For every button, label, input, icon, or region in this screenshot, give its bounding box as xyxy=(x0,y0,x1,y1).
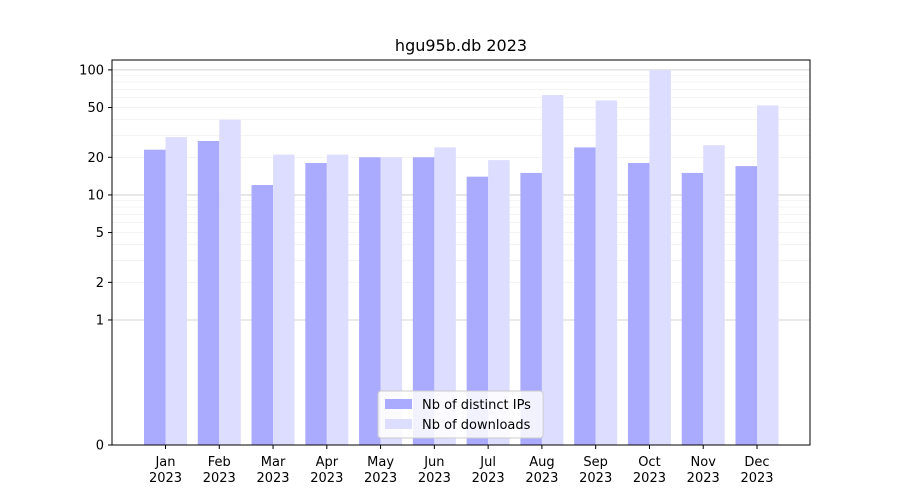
bars xyxy=(144,69,779,446)
legend-swatch xyxy=(385,419,412,429)
bar-downloads xyxy=(488,160,510,445)
bar-downloads xyxy=(757,105,779,446)
bar-downloads xyxy=(649,69,671,446)
x-tick-label: Nov 2023 xyxy=(687,455,720,486)
bar-downloads xyxy=(380,157,403,445)
y-tick-label: 50 xyxy=(87,101,104,116)
bar-distinct-ips xyxy=(627,163,650,445)
x-axis: Jan 2023 Feb 2023 Mar 2023 Apr 2023 May 2023 Jun 20… xyxy=(149,445,774,486)
bar-distinct-ips xyxy=(520,172,542,445)
bar-distinct-ips xyxy=(144,149,166,446)
bar-downloads xyxy=(273,154,295,446)
plot-frame xyxy=(111,59,811,446)
bar-downloads xyxy=(326,154,349,446)
bar-downloads xyxy=(165,137,187,445)
x-tick-label: Apr 2023 xyxy=(310,455,343,486)
bar-distinct-ips xyxy=(305,163,327,445)
y-axis: 0 1 2 5 10 20 50 100 xyxy=(79,63,112,454)
x-tick-label: Jul 2023 xyxy=(472,455,505,486)
y-tick-label: 5 xyxy=(96,226,104,241)
bar-downloads xyxy=(434,147,456,446)
x-tick-label: Oct 2023 xyxy=(633,455,666,486)
bar-distinct-ips xyxy=(735,166,757,445)
x-tick-label: Sep 2023 xyxy=(579,455,612,486)
bar-distinct-ips xyxy=(681,172,704,445)
bar-downloads xyxy=(595,100,618,445)
bar-distinct-ips xyxy=(574,147,596,446)
bar-downloads xyxy=(219,119,241,446)
x-tick-label: Dec 2023 xyxy=(740,455,773,486)
legend: Nb of distinct IPs Nb of downloads xyxy=(377,390,544,439)
bar-distinct-ips xyxy=(412,157,435,445)
legend-swatch xyxy=(385,399,412,409)
legend-label: Nb of downloads xyxy=(422,418,531,433)
y-tick-label: 0 xyxy=(96,439,104,454)
y-tick-label: 2 xyxy=(96,276,104,291)
legend-box xyxy=(377,390,544,439)
x-tick-label: Aug 2023 xyxy=(525,455,558,486)
bar-downloads xyxy=(703,145,725,445)
x-tick-label: Mar 2023 xyxy=(256,455,289,486)
x-tick-label: Jan 2023 xyxy=(149,455,182,486)
y-tick-label: 10 xyxy=(87,188,104,203)
y-tick-label: 1 xyxy=(96,313,104,328)
x-tick-label: Feb 2023 xyxy=(203,455,236,486)
bar-distinct-ips xyxy=(359,157,381,445)
legend-label: Nb of distinct IPs xyxy=(422,398,531,413)
x-tick-label: May 2023 xyxy=(364,455,397,486)
chart-title: hgu95b.db 2023 xyxy=(395,36,527,55)
bar-distinct-ips xyxy=(251,185,274,445)
bar-distinct-ips xyxy=(466,176,489,445)
x-tick-label: Jun 2023 xyxy=(418,455,451,486)
bar-downloads xyxy=(541,94,564,446)
bar-distinct-ips xyxy=(197,140,220,445)
y-tick-label: 20 xyxy=(87,151,104,166)
y-tick-label: 100 xyxy=(79,63,104,78)
